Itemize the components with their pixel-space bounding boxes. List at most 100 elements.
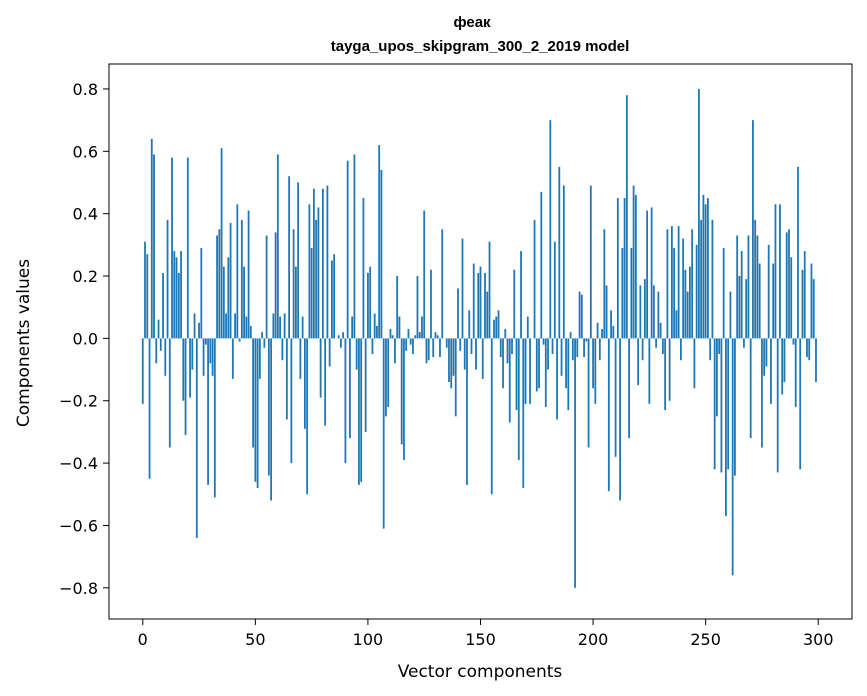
bar — [333, 254, 336, 339]
bar — [445, 338, 448, 348]
bar — [362, 198, 365, 339]
bar — [592, 338, 594, 389]
bar — [659, 322, 662, 339]
bars-group — [141, 88, 817, 588]
bar — [792, 338, 795, 345]
bar — [434, 332, 437, 339]
bar — [220, 148, 223, 339]
bar — [747, 235, 750, 339]
bar — [803, 251, 806, 339]
plot-frame — [108, 63, 853, 620]
bar — [189, 338, 191, 398]
bar — [770, 338, 772, 404]
bar — [511, 338, 513, 354]
x-axis-label: Vector components — [398, 662, 563, 682]
bar — [731, 338, 734, 576]
bar — [225, 313, 227, 339]
bar — [481, 338, 484, 379]
bar — [283, 313, 286, 339]
bar — [328, 338, 331, 367]
bar — [704, 204, 707, 339]
bar — [148, 338, 151, 479]
bar — [542, 338, 545, 345]
bar — [499, 338, 502, 358]
bar — [229, 223, 232, 339]
bar — [781, 338, 784, 395]
bar — [607, 338, 610, 492]
bar — [668, 338, 671, 401]
x-axis-ticks: 0 50 100 150 200 250 300 — [138, 619, 834, 649]
bar — [664, 338, 667, 411]
bar — [204, 338, 207, 345]
bar — [461, 238, 464, 339]
bar — [387, 338, 390, 407]
bar — [688, 266, 691, 339]
bar — [245, 316, 248, 339]
bar — [472, 263, 475, 339]
bar — [677, 226, 680, 339]
bar — [794, 338, 797, 407]
bar — [520, 251, 522, 339]
bar — [436, 335, 439, 339]
bar — [639, 285, 642, 339]
bar — [758, 263, 761, 339]
bar — [711, 219, 714, 339]
bar — [382, 338, 385, 529]
bar — [810, 263, 813, 339]
bar — [155, 338, 158, 364]
bar — [630, 247, 633, 339]
bar — [238, 338, 241, 342]
bar — [612, 325, 615, 339]
bar — [488, 241, 491, 339]
bar — [648, 338, 651, 404]
bar — [272, 313, 275, 339]
bar — [713, 338, 716, 470]
bar — [783, 338, 786, 383]
bar — [182, 338, 185, 401]
bar — [263, 338, 266, 348]
bar — [700, 219, 703, 339]
bar — [743, 338, 745, 348]
bar — [452, 338, 455, 376]
x-tick-label: 0 — [138, 630, 148, 649]
y-tick-label: −0.6 — [59, 516, 98, 535]
bar — [378, 145, 381, 339]
bar — [698, 88, 700, 339]
bar — [686, 291, 689, 339]
bar — [587, 338, 590, 448]
bar — [391, 335, 394, 339]
bar — [180, 251, 182, 339]
bar — [427, 338, 430, 361]
bar — [682, 238, 685, 339]
bar — [702, 194, 705, 339]
bar — [353, 154, 356, 339]
bar — [265, 235, 268, 339]
bar — [529, 338, 531, 404]
bar — [596, 322, 599, 339]
bar — [288, 176, 291, 339]
bar — [553, 241, 556, 339]
bar — [299, 338, 302, 379]
bar — [562, 185, 565, 339]
bar — [157, 319, 160, 339]
bar — [303, 338, 306, 429]
bar — [734, 338, 736, 476]
bar — [177, 272, 180, 339]
bar — [195, 338, 198, 538]
bar — [173, 251, 176, 339]
bar — [400, 338, 403, 445]
bar — [340, 338, 342, 348]
y-tick-label: 0.2 — [73, 267, 98, 286]
bar — [191, 338, 194, 370]
bar — [515, 338, 518, 411]
bar — [358, 338, 360, 485]
bar — [371, 338, 374, 354]
y-tick-label: −0.4 — [59, 454, 98, 473]
bar — [430, 269, 432, 339]
bar — [580, 294, 583, 339]
bar — [200, 247, 203, 339]
bar — [583, 338, 585, 358]
bar — [643, 279, 646, 339]
bar — [310, 247, 313, 339]
bar — [141, 338, 144, 404]
